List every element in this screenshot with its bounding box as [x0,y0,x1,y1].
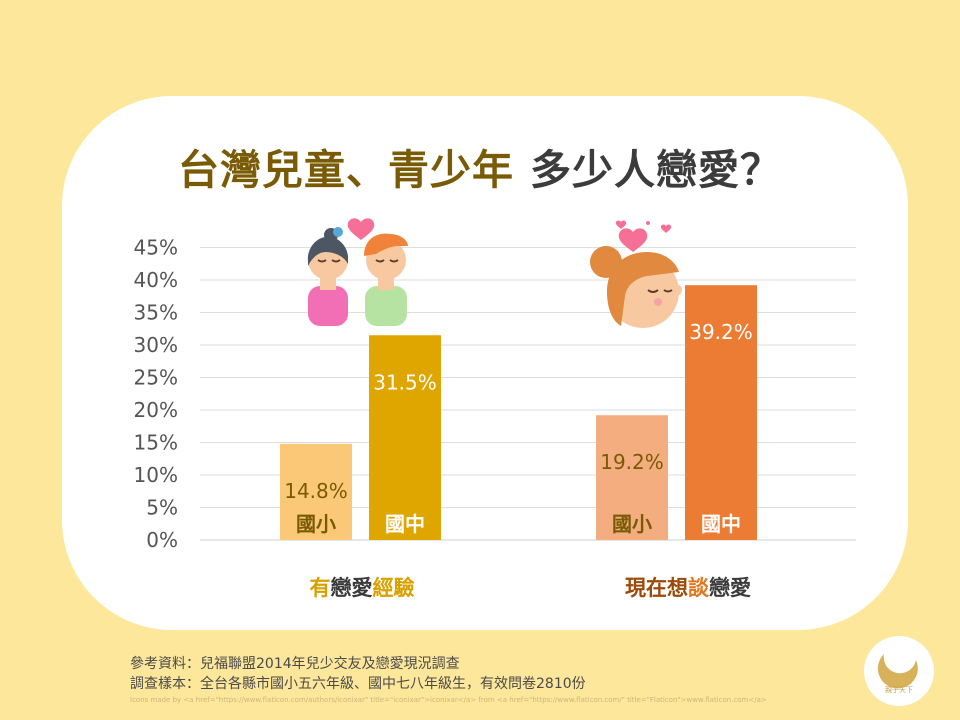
y-tick-label: 25% [134,366,178,390]
page-title: 台灣兒童、青少年 多少人戀愛？ [0,136,960,196]
category-label-part: 戀愛 [709,576,751,600]
y-tick-label: 30% [134,333,178,357]
bar-data-label: 31.5% [373,370,437,394]
category-label-part: 想 [667,576,688,600]
category-label-want-love: 現在想談戀愛 [625,572,751,602]
bar-data-label: 14.8% [284,479,348,503]
category-label-has-experience: 有戀愛經驗 [310,572,415,602]
footer-notes: 參考資料：兒福聯盟2014年兒少交友及戀愛現況調查 調查樣本：全台各縣市國小五六… [130,654,586,694]
bar-group-label: 國中 [385,512,425,536]
couple-icon [307,218,408,326]
bar-data-label: 39.2% [689,320,753,344]
brand-logo: 親子天下 [864,636,934,706]
y-tick-label: 5% [146,496,178,520]
girl-in-love-icon [590,220,682,328]
y-tick-label: 40% [134,268,178,292]
bar-group-label: 國小 [612,512,652,536]
chart-bars: 14.8% 國小 31.5% 國中 19.2% 國小 39.2% 國中 [280,285,757,540]
bar [596,415,668,540]
y-tick-label: 45% [134,236,178,260]
y-tick-label: 0% [146,528,178,552]
bar-group-label: 國小 [296,512,336,536]
sample-note: 調查樣本：全台各縣市國小五六年級、國中七八年級生，有效問卷2810份 [130,676,586,692]
title-part-2: 多少人戀愛？ [530,146,782,194]
category-label-part: 有 [309,576,331,600]
bar-group-label: 國中 [701,512,741,536]
category-label-part: 戀愛 [330,576,373,600]
y-tick-label: 20% [134,398,178,422]
y-tick-label: 15% [134,431,178,455]
bar [280,443,352,540]
bar-data-label: 19.2% [600,450,664,474]
category-label-part: 談 [688,576,709,600]
category-label-part: 經驗 [372,576,415,600]
y-tick-label: 35% [134,301,178,325]
category-label-part: 現在 [625,576,667,600]
y-tick-label: 10% [134,463,178,487]
source-note: 參考資料：兒福聯盟2014年兒少交友及戀愛現況調查 [130,656,460,672]
logo-text: 親子天下 [885,686,913,694]
bar [685,285,757,540]
bar [369,335,441,540]
heart-icon [347,218,375,240]
y-axis-ticks: 0% 5% 10% 15% 20% 25% 30% 35% 40% 45% [134,236,178,553]
content-card [62,96,908,630]
title-part-1: 台灣兒童、青少年 [178,146,514,194]
moon-logo-icon [877,654,918,689]
icon-credit: Icons made by <a href="https://www.flati… [130,696,767,704]
